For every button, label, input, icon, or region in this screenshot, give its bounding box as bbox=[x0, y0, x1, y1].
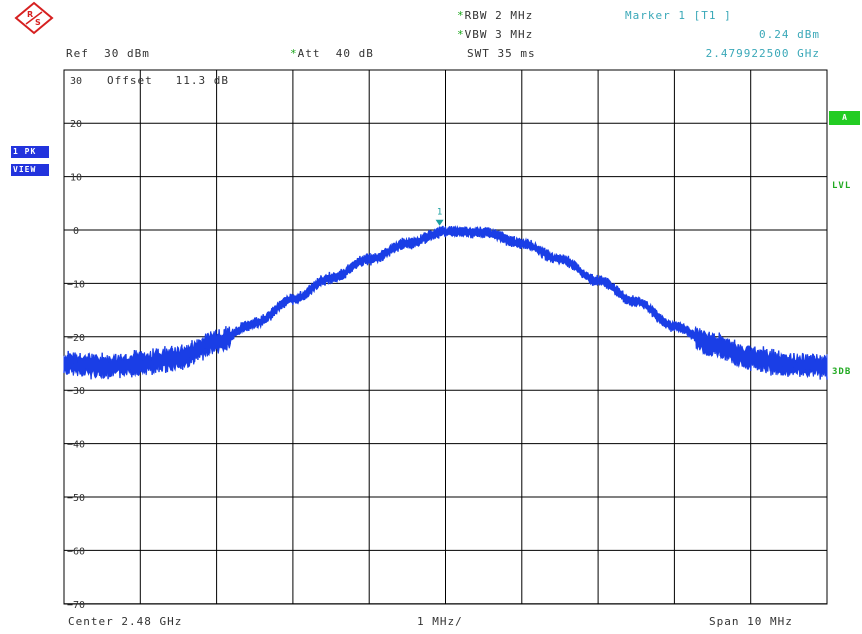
att-star: * bbox=[290, 47, 298, 60]
y-tick-label: 20 bbox=[70, 119, 82, 130]
y-tick-label: 30 bbox=[70, 76, 82, 87]
vbw-star: * bbox=[457, 28, 465, 41]
offset-value: 11.3 dB bbox=[175, 74, 229, 87]
svg-text:S: S bbox=[35, 18, 41, 27]
ref-level: Ref 30 dBm bbox=[66, 47, 150, 60]
division-scale: 1 MHz/ bbox=[417, 615, 463, 628]
rbw-star: * bbox=[457, 9, 465, 22]
span-frequency: Span 10 MHz bbox=[709, 615, 793, 628]
marker-frequency: 2.479922500 GHz bbox=[705, 47, 820, 60]
rs-logo: R S bbox=[14, 1, 54, 35]
attenuation: *Att 40 dB bbox=[290, 47, 374, 60]
lvl-indicator: LVL bbox=[832, 181, 852, 191]
y-tick-labels: 30 20 10 0 −10 −20 −30 −40 −50 −60 −70 bbox=[67, 76, 85, 611]
offset-readout: Offset 11.3 dB bbox=[107, 74, 229, 87]
swt-value: 35 ms bbox=[497, 47, 536, 60]
y-tick-label: −20 bbox=[67, 333, 85, 344]
att-label: Att bbox=[297, 47, 321, 60]
y-tick-label: 10 bbox=[70, 173, 82, 184]
ref-label: Ref bbox=[66, 47, 89, 60]
att-value: 40 dB bbox=[335, 47, 374, 60]
center-frequency: Center 2.48 GHz bbox=[68, 615, 183, 628]
vbw-setting: *VBW 3 MHz bbox=[457, 28, 533, 41]
trace bbox=[63, 225, 828, 380]
marker-triangle bbox=[435, 219, 444, 226]
marker-level: 0.24 dBm bbox=[759, 28, 820, 41]
vbw-value: 3 MHz bbox=[495, 28, 534, 41]
trace-line bbox=[63, 225, 828, 380]
y-tick-label: −40 bbox=[67, 440, 85, 451]
offset-label: Offset bbox=[107, 74, 153, 87]
marker-number: 1 bbox=[437, 208, 442, 218]
view-button[interactable]: VIEW bbox=[11, 164, 49, 176]
y-tick-label: −30 bbox=[67, 386, 85, 397]
rbw-label: RBW bbox=[464, 9, 488, 22]
rbw-value: 2 MHz bbox=[495, 9, 534, 22]
marker-1: 1 bbox=[435, 208, 444, 226]
rbw-setting: *RBW 2 MHz bbox=[457, 9, 533, 22]
threedb-indicator: 3DB bbox=[832, 367, 852, 377]
vbw-label: VBW bbox=[464, 28, 488, 41]
trace-mode-button[interactable]: 1 PK bbox=[11, 146, 49, 158]
marker-title: Marker 1 [T1 ] bbox=[625, 9, 732, 22]
ref-value: 30 dBm bbox=[104, 47, 150, 60]
grid bbox=[63, 69, 828, 605]
svg-text:R: R bbox=[27, 10, 33, 19]
swt-label: SWT bbox=[467, 47, 490, 60]
y-tick-label: −70 bbox=[67, 600, 85, 611]
trace-a-indicator[interactable]: A bbox=[829, 111, 860, 125]
y-tick-label: −10 bbox=[67, 279, 85, 290]
y-tick-label: −50 bbox=[67, 493, 85, 504]
swt-setting: SWT 35 ms bbox=[467, 47, 536, 60]
y-tick-label: −60 bbox=[67, 546, 85, 557]
y-tick-label: 0 bbox=[73, 226, 79, 237]
